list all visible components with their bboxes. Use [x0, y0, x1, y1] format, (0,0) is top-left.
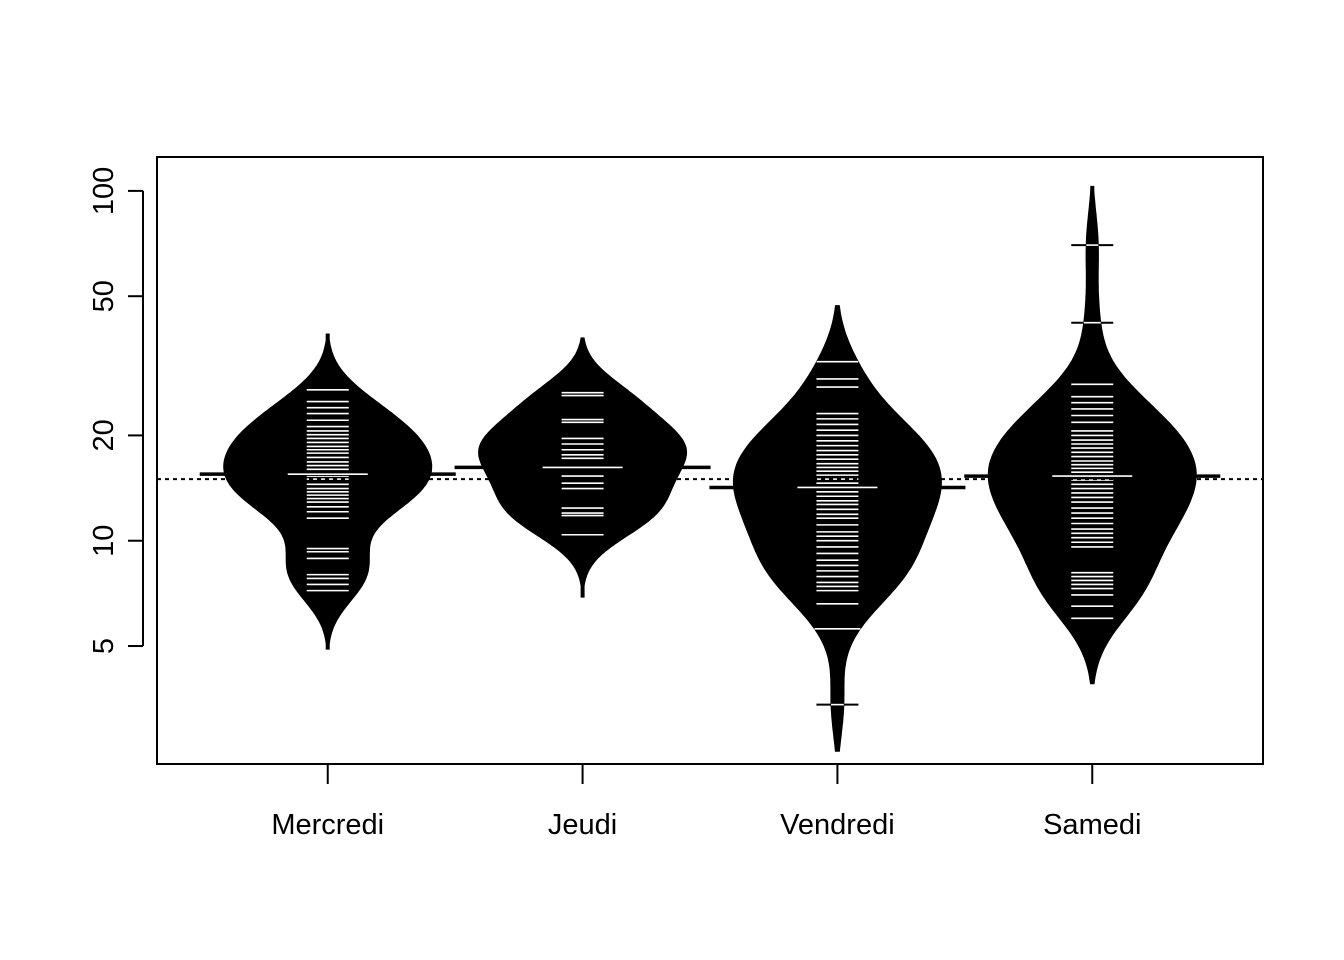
- mean-lines-layer: [199, 465, 1221, 490]
- bean-vendredi: [732, 305, 942, 752]
- bean-samedi: [987, 185, 1197, 685]
- beans-layer: [223, 185, 1197, 752]
- bean-shape: [732, 305, 942, 752]
- y-tick-label: 5: [88, 638, 120, 654]
- x-tick-label: Mercredi: [271, 809, 384, 841]
- y-tick-label: 50: [88, 280, 120, 312]
- y-axis: 5 10 20 50 100: [88, 167, 144, 654]
- x-tick-label: Vendredi: [780, 809, 895, 841]
- x-tick-label: Jeudi: [548, 809, 617, 841]
- x-axis: Mercredi Jeudi Vendredi Samedi: [271, 764, 1141, 841]
- bean-mercredi: [223, 333, 433, 650]
- y-tick-label: 10: [88, 525, 120, 557]
- y-tick-label: 20: [88, 419, 120, 451]
- x-tick-label: Samedi: [1043, 809, 1141, 841]
- y-tick-label: 100: [88, 167, 120, 215]
- plot-frame: [156, 156, 1264, 765]
